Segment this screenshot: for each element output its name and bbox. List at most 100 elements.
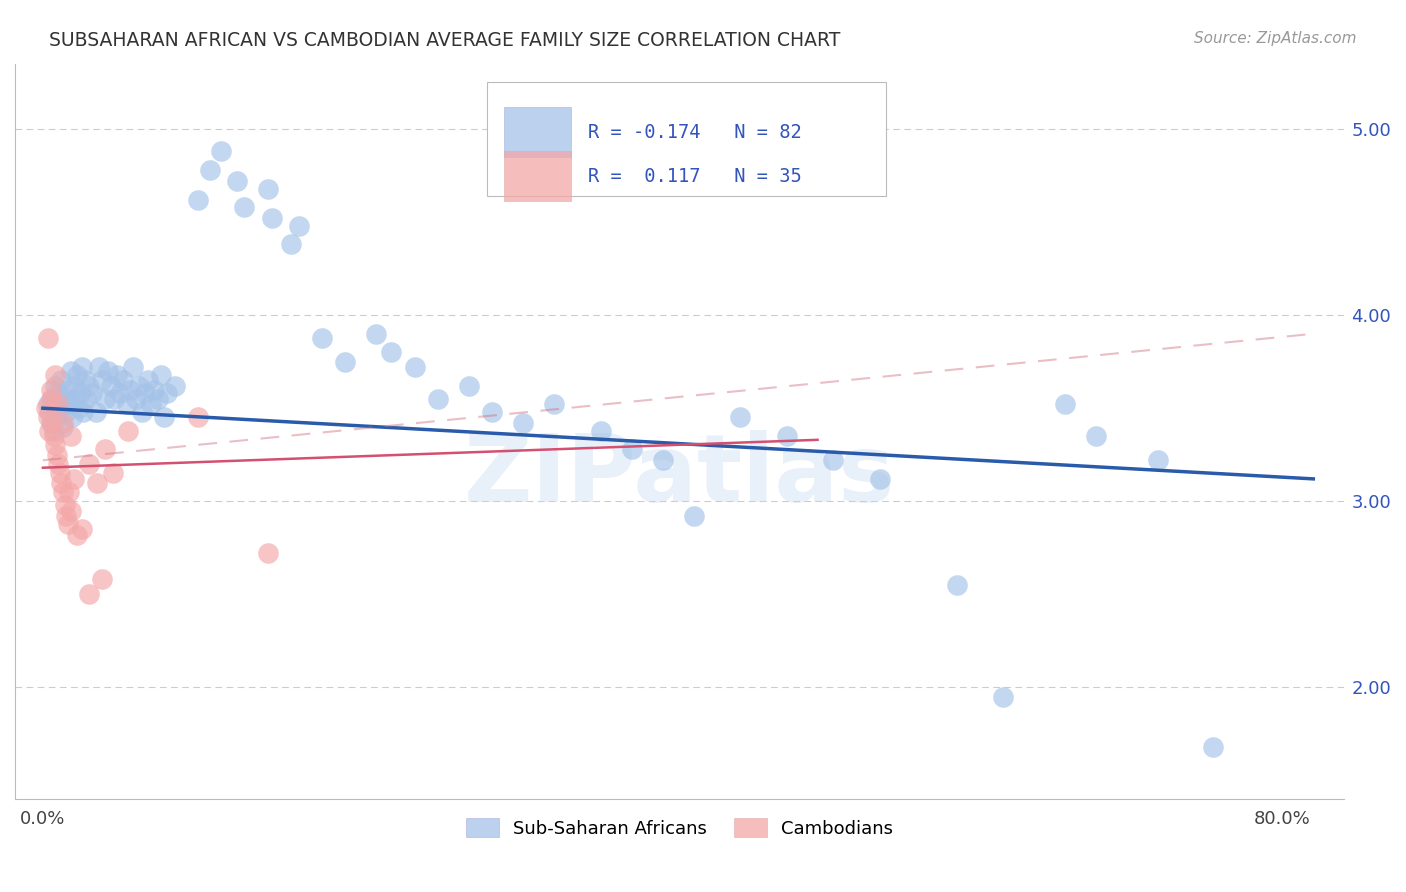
- Point: [72, 405, 94, 419]
- Point: [187, 410, 209, 425]
- Point: [115, 397, 138, 411]
- Point: [59, 503, 82, 517]
- Point: [97, 364, 120, 378]
- Point: [58, 397, 80, 411]
- Point: [60, 410, 83, 425]
- Point: [41, 392, 63, 406]
- Point: [233, 200, 256, 214]
- Point: [48, 397, 70, 411]
- Point: [225, 174, 247, 188]
- Point: [49, 401, 72, 416]
- Point: [651, 453, 673, 467]
- Point: [52, 416, 75, 430]
- Point: [112, 373, 135, 387]
- Point: [256, 182, 278, 196]
- Point: [56, 383, 79, 397]
- Point: [262, 211, 284, 226]
- Point: [364, 326, 387, 341]
- Point: [481, 405, 503, 419]
- Point: [58, 484, 80, 499]
- Point: [287, 219, 309, 233]
- Point: [333, 354, 356, 368]
- Point: [39, 392, 62, 406]
- Point: [94, 392, 117, 406]
- Point: [75, 392, 97, 406]
- Point: [55, 405, 77, 419]
- Point: [152, 410, 174, 425]
- Point: [1085, 429, 1108, 443]
- Point: [70, 360, 93, 375]
- Point: [380, 345, 402, 359]
- Point: [105, 368, 128, 382]
- Point: [48, 386, 70, 401]
- Point: [63, 472, 86, 486]
- Point: [39, 383, 62, 397]
- Point: [67, 401, 90, 416]
- Point: [35, 401, 58, 416]
- Point: [149, 368, 172, 382]
- Point: [136, 373, 159, 387]
- Point: [52, 484, 75, 499]
- Point: [37, 397, 59, 411]
- Legend: Sub-Saharan Africans, Cambodians: Sub-Saharan Africans, Cambodians: [458, 811, 900, 845]
- Point: [209, 145, 232, 159]
- FancyBboxPatch shape: [505, 107, 571, 157]
- Point: [87, 360, 110, 375]
- Point: [42, 424, 65, 438]
- Point: [41, 416, 63, 430]
- Point: [125, 392, 148, 406]
- Point: [37, 330, 59, 344]
- Point: [311, 330, 333, 344]
- Point: [59, 429, 82, 443]
- Point: [146, 392, 169, 406]
- Point: [256, 546, 278, 560]
- Point: [90, 373, 112, 387]
- Point: [66, 368, 89, 382]
- Point: [121, 360, 143, 375]
- Point: [70, 522, 93, 536]
- FancyBboxPatch shape: [505, 152, 571, 202]
- Point: [163, 379, 186, 393]
- Point: [103, 392, 125, 406]
- Point: [52, 419, 75, 434]
- Point: [38, 405, 60, 419]
- Point: [59, 364, 82, 378]
- Point: [620, 442, 643, 456]
- Point: [79, 379, 101, 393]
- Point: [110, 386, 132, 401]
- Point: [39, 416, 62, 430]
- Point: [156, 386, 179, 401]
- Point: [458, 379, 481, 393]
- Point: [79, 457, 101, 471]
- Point: [682, 509, 704, 524]
- Point: [869, 472, 891, 486]
- Point: [141, 397, 163, 411]
- Point: [101, 467, 124, 481]
- Point: [946, 578, 969, 592]
- Point: [821, 453, 844, 467]
- Point: [90, 572, 112, 586]
- Point: [86, 475, 108, 490]
- FancyBboxPatch shape: [486, 82, 886, 196]
- Point: [48, 457, 70, 471]
- Point: [82, 386, 104, 401]
- Point: [66, 527, 89, 541]
- Point: [84, 405, 107, 419]
- Point: [49, 467, 72, 481]
- Point: [1054, 397, 1077, 411]
- Point: [38, 424, 60, 438]
- Point: [1147, 453, 1170, 467]
- Point: [45, 410, 67, 425]
- Point: [131, 405, 153, 419]
- Point: [51, 373, 73, 387]
- Point: [56, 516, 79, 531]
- Point: [143, 383, 166, 397]
- Point: [65, 392, 87, 406]
- Point: [117, 424, 139, 438]
- Text: ZIPatlas: ZIPatlas: [464, 430, 896, 522]
- Text: Source: ZipAtlas.com: Source: ZipAtlas.com: [1194, 31, 1357, 46]
- Point: [993, 690, 1015, 704]
- Point: [44, 438, 66, 452]
- Point: [426, 392, 449, 406]
- Point: [94, 442, 117, 456]
